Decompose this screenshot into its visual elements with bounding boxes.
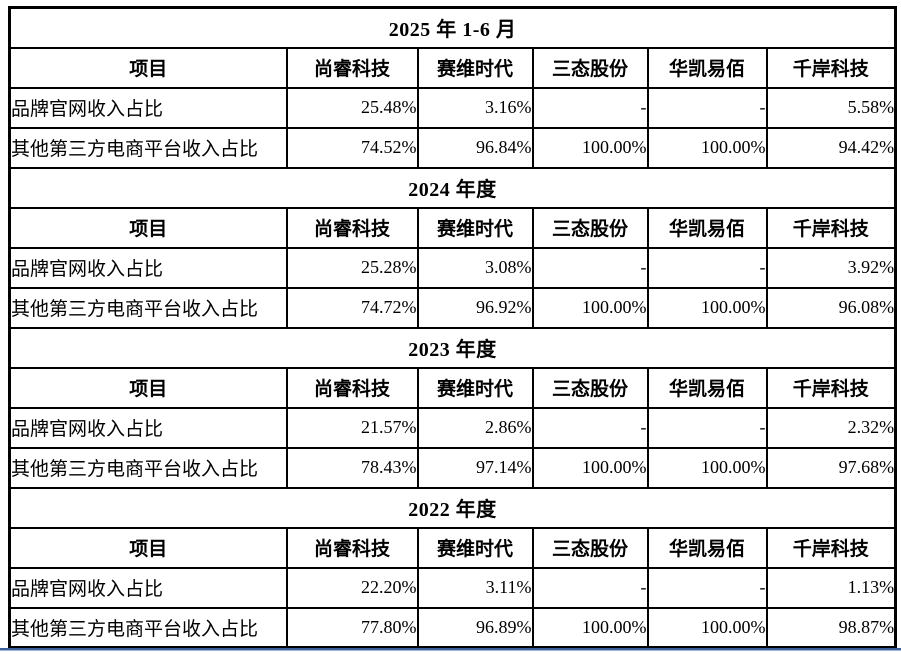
value-cell: 98.87% <box>765 606 897 649</box>
value-cell: 25.28% <box>285 246 419 289</box>
column-header-item: 项目 <box>8 206 288 249</box>
period-section-title: 2022 年度 <box>8 486 897 529</box>
value-cell: - <box>531 246 649 289</box>
bottom-accent-line <box>0 648 901 651</box>
value-cell: 100.00% <box>646 446 768 489</box>
row-label: 品牌官网收入占比 <box>8 566 288 609</box>
period-section-title: 2024 年度 <box>8 166 897 209</box>
period-title-row: 2023 年度 <box>8 326 897 369</box>
value-cell: 100.00% <box>531 286 649 329</box>
value-cell: 21.57% <box>285 406 419 449</box>
column-header-company: 赛维时代 <box>416 46 534 89</box>
value-cell: 97.14% <box>416 446 534 489</box>
column-header-company: 千岸科技 <box>765 206 897 249</box>
value-cell: - <box>531 566 649 609</box>
table-row: 品牌官网收入占比 21.57% 2.86% - -2.32% <box>8 406 897 449</box>
period-title-row: 2022 年度 <box>8 486 897 529</box>
value-cell: - <box>646 86 768 129</box>
value-cell: 5.58% <box>765 86 897 129</box>
value-cell: 94.42% <box>765 126 897 169</box>
value-cell: 97.68% <box>765 446 897 489</box>
row-label: 其他第三方电商平台收入占比 <box>8 606 288 649</box>
table-row: 其他第三方电商平台收入占比 74.72% 96.92% 100.00% 100.00% 9… <box>8 286 897 329</box>
table-body: 2025 年 1-6 月项目 尚睿科技 赛维时代 三态股份 华凯易佰 千岸科技 品牌官网收入… <box>8 6 897 649</box>
period-section-title: 2023 年度 <box>8 326 897 369</box>
column-header-company: 三态股份 <box>531 366 649 409</box>
column-header-company: 三态股份 <box>531 206 649 249</box>
column-header-company: 尚睿科技 <box>285 366 419 409</box>
value-cell: 100.00% <box>531 126 649 169</box>
value-cell: 100.00% <box>646 606 768 649</box>
column-header-row: 项目 尚睿科技 赛维时代 三态股份 华凯易佰 千岸科技 <box>8 366 897 409</box>
value-cell: - <box>646 406 768 449</box>
column-header-item: 项目 <box>8 366 288 409</box>
column-header-company: 千岸科技 <box>765 46 897 89</box>
column-header-item: 项目 <box>8 46 288 89</box>
row-label: 品牌官网收入占比 <box>8 406 288 449</box>
value-cell: 96.92% <box>416 286 534 329</box>
value-cell: 100.00% <box>531 446 649 489</box>
value-cell: 96.08% <box>765 286 897 329</box>
value-cell: 100.00% <box>646 126 768 169</box>
value-cell: 100.00% <box>646 286 768 329</box>
value-cell: 2.86% <box>416 406 534 449</box>
row-label: 其他第三方电商平台收入占比 <box>8 126 288 169</box>
value-cell: 3.08% <box>416 246 534 289</box>
column-header-row: 项目 尚睿科技 赛维时代 三态股份 华凯易佰 千岸科技 <box>8 206 897 249</box>
column-header-company: 尚睿科技 <box>285 46 419 89</box>
period-title-row: 2025 年 1-6 月 <box>8 6 897 49</box>
row-label: 品牌官网收入占比 <box>8 86 288 129</box>
column-header-row: 项目 尚睿科技 赛维时代 三态股份 华凯易佰 千岸科技 <box>8 526 897 569</box>
column-header-company: 华凯易佰 <box>646 366 768 409</box>
value-cell: - <box>646 246 768 289</box>
column-header-company: 华凯易佰 <box>646 206 768 249</box>
value-cell: - <box>531 86 649 129</box>
value-cell: 96.89% <box>416 606 534 649</box>
column-header-company: 华凯易佰 <box>646 46 768 89</box>
column-header-row: 项目 尚睿科技 赛维时代 三态股份 华凯易佰 千岸科技 <box>8 46 897 89</box>
column-header-company: 千岸科技 <box>765 526 897 569</box>
value-cell: 3.16% <box>416 86 534 129</box>
column-header-company: 华凯易佰 <box>646 526 768 569</box>
column-header-company: 赛维时代 <box>416 526 534 569</box>
column-header-company: 三态股份 <box>531 526 649 569</box>
row-label: 其他第三方电商平台收入占比 <box>8 446 288 489</box>
table-row: 其他第三方电商平台收入占比 78.43% 97.14% 100.00% 100.00% 9… <box>8 446 897 489</box>
value-cell: - <box>531 406 649 449</box>
value-cell: - <box>646 566 768 609</box>
value-cell: 2.32% <box>765 406 897 449</box>
value-cell: 100.00% <box>531 606 649 649</box>
value-cell: 1.13% <box>765 566 897 609</box>
period-title-row: 2024 年度 <box>8 166 897 209</box>
table-row: 其他第三方电商平台收入占比 74.52% 96.84% 100.00% 100.00% 9… <box>8 126 897 169</box>
table-row: 品牌官网收入占比 22.20% 3.11% - -1.13% <box>8 566 897 609</box>
period-section-title: 2025 年 1-6 月 <box>8 6 897 49</box>
value-cell: 22.20% <box>285 566 419 609</box>
table-row: 品牌官网收入占比 25.28% 3.08% - -3.92% <box>8 246 897 289</box>
row-label: 其他第三方电商平台收入占比 <box>8 286 288 329</box>
value-cell: 3.92% <box>765 246 897 289</box>
column-header-company: 三态股份 <box>531 46 649 89</box>
column-header-company: 千岸科技 <box>765 366 897 409</box>
column-header-company: 尚睿科技 <box>285 526 419 569</box>
value-cell: 96.84% <box>416 126 534 169</box>
table-row: 品牌官网收入占比 25.48% 3.16% - -5.58% <box>8 86 897 129</box>
value-cell: 77.80% <box>285 606 419 649</box>
value-cell: 74.72% <box>285 286 419 329</box>
column-header-company: 赛维时代 <box>416 366 534 409</box>
value-cell: 25.48% <box>285 86 419 129</box>
table-row: 其他第三方电商平台收入占比 77.80% 96.89% 100.00% 100.00% 9… <box>8 606 897 649</box>
revenue-share-comparison-table: 2025 年 1-6 月项目 尚睿科技 赛维时代 三态股份 华凯易佰 千岸科技 品牌官网收入… <box>8 6 898 649</box>
value-cell: 78.43% <box>285 446 419 489</box>
column-header-company: 尚睿科技 <box>285 206 419 249</box>
row-label: 品牌官网收入占比 <box>8 246 288 289</box>
column-header-company: 赛维时代 <box>416 206 534 249</box>
column-header-item: 项目 <box>8 526 288 569</box>
value-cell: 74.52% <box>285 126 419 169</box>
value-cell: 3.11% <box>416 566 534 609</box>
